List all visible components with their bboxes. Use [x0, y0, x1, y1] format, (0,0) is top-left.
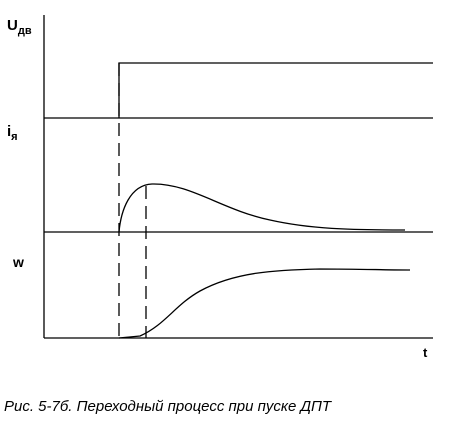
- current-label: iя: [7, 123, 18, 143]
- current-subscript: я: [11, 131, 18, 143]
- current-symbol: i: [7, 123, 12, 140]
- figure-caption: Рис. 5-7б. Переходный процесс при пуске …: [4, 398, 332, 415]
- voltage-subscript: дв: [17, 25, 32, 37]
- voltage-label: Uдв: [7, 17, 32, 37]
- speed-transient-curve: [118, 268, 411, 339]
- current-transient-curve: [118, 183, 406, 233]
- voltage-symbol: U: [7, 17, 18, 34]
- time-label: t: [423, 345, 428, 360]
- voltage-step-curve: [118, 62, 433, 118]
- speed-label: w: [13, 254, 24, 270]
